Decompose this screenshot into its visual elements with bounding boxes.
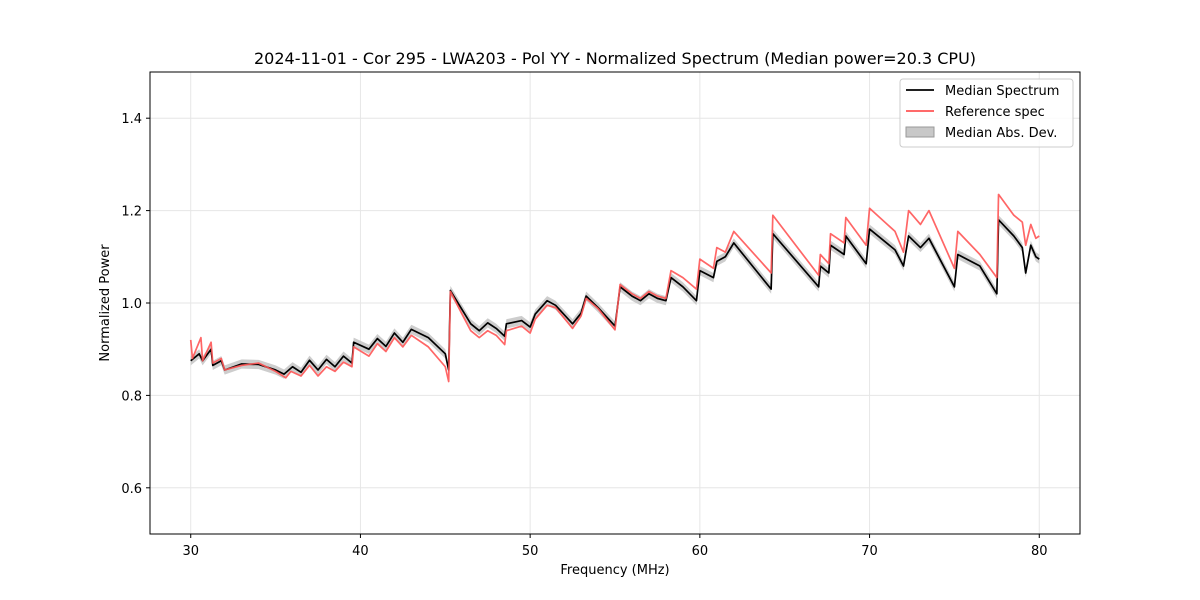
legend-frame xyxy=(899,78,1074,148)
x-axis-ticks: 30 40 50 60 70 80 xyxy=(182,534,1048,559)
x-tick-label: 50 xyxy=(522,544,539,559)
x-tick-label: 60 xyxy=(692,544,709,559)
y-tick-label: 0.6 xyxy=(121,482,142,497)
y-axis-ticks: 0.6 0.8 1.0 1.2 1.4 xyxy=(121,112,150,497)
x-tick-label: 70 xyxy=(861,544,878,559)
legend-mad-label: Median Abs. Dev. xyxy=(945,126,1057,141)
legend-median-label: Median Spectrum xyxy=(945,84,1059,99)
x-tick-label: 40 xyxy=(352,544,369,559)
median-abs-dev-band xyxy=(190,215,1040,379)
grid xyxy=(150,72,1080,534)
x-tick-label: 30 xyxy=(182,544,199,559)
legend-reference-label: Reference spec xyxy=(945,105,1045,120)
legend: Median Spectrum Reference spec Median Ab… xyxy=(899,78,1074,148)
y-tick-label: 1.2 xyxy=(121,205,142,220)
legend-mad-swatch xyxy=(905,126,935,138)
y-tick-label: 1.0 xyxy=(121,297,142,312)
mad-band-area xyxy=(190,215,1040,379)
x-tick-label: 80 xyxy=(1031,544,1048,559)
y-tick-label: 0.8 xyxy=(121,389,142,404)
series-layer xyxy=(189,193,1040,383)
y-tick-label: 1.4 xyxy=(121,112,142,127)
y-axis-label: Normalized Power xyxy=(98,244,113,362)
reference-spec-line xyxy=(189,193,1040,383)
chart-title: 2024-11-01 - Cor 295 - LWA203 - Pol YY -… xyxy=(254,49,976,68)
x-axis-label: Frequency (MHz) xyxy=(560,563,669,578)
